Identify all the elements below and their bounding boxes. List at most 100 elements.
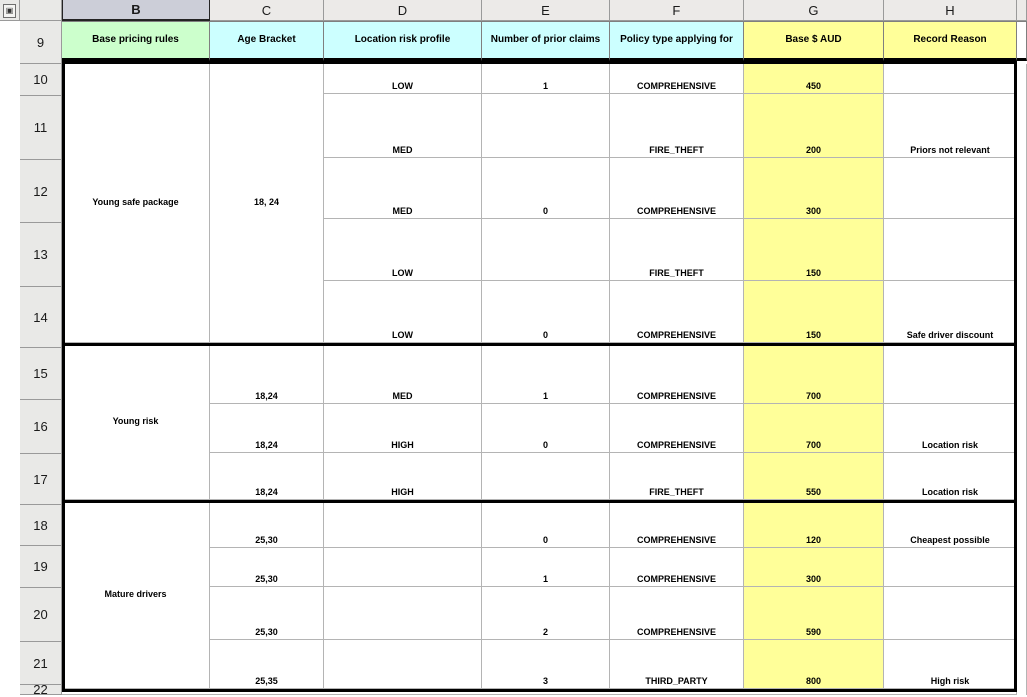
cell-record-reason[interactable]: High risk bbox=[884, 640, 1017, 689]
cell-base-aud[interactable]: 550 bbox=[744, 453, 884, 500]
cell-prior-claims[interactable]: 3 bbox=[482, 640, 610, 689]
row-header-14[interactable]: 14 bbox=[20, 287, 62, 348]
row-header-16[interactable]: 16 bbox=[20, 400, 62, 454]
row-header-21[interactable]: 21 bbox=[20, 642, 62, 685]
cell-age-bracket[interactable]: 25,30 bbox=[210, 548, 324, 587]
cell-location-risk[interactable] bbox=[324, 640, 482, 689]
cell-record-reason[interactable]: Priors not relevant bbox=[884, 94, 1017, 158]
cell-base-aud[interactable]: 590 bbox=[744, 587, 884, 640]
cell-record-reason[interactable]: Location risk bbox=[884, 404, 1017, 453]
table-header-G[interactable]: Base $ AUD bbox=[744, 21, 884, 61]
age-bracket-merged-0[interactable]: 18, 24 bbox=[210, 64, 324, 343]
column-header-B[interactable]: B bbox=[62, 0, 210, 21]
table-header-E[interactable]: Number of prior claims bbox=[482, 21, 610, 61]
cell-base-aud[interactable]: 150 bbox=[744, 219, 884, 281]
cell-base-aud[interactable]: 150 bbox=[744, 281, 884, 343]
table-header-B[interactable]: Base pricing rules bbox=[62, 21, 210, 61]
cell-prior-claims[interactable] bbox=[482, 219, 610, 281]
row-header-17[interactable]: 17 bbox=[20, 454, 62, 505]
table-header-D[interactable]: Location risk profile bbox=[324, 21, 482, 61]
cell-location-risk[interactable]: MED bbox=[324, 94, 482, 158]
cell-record-reason[interactable] bbox=[884, 346, 1017, 404]
cell-record-reason[interactable]: Safe driver discount bbox=[884, 281, 1017, 343]
cell-age-bracket[interactable]: 18,24 bbox=[210, 404, 324, 453]
cell-record-reason[interactable] bbox=[884, 587, 1017, 640]
cell-policy-type[interactable]: THIRD_PARTY bbox=[610, 640, 744, 689]
column-header-E[interactable]: E bbox=[482, 0, 610, 21]
cell-location-risk[interactable]: MED bbox=[324, 346, 482, 404]
column-header-C[interactable]: C bbox=[210, 0, 324, 21]
row-header-9[interactable]: 9 bbox=[20, 21, 62, 64]
row-header-11[interactable]: 11 bbox=[20, 96, 62, 160]
cell-record-reason[interactable]: Cheapest possible bbox=[884, 503, 1017, 548]
cell-prior-claims[interactable]: 0 bbox=[482, 158, 610, 219]
cell-record-reason[interactable]: Location risk bbox=[884, 453, 1017, 500]
cell-policy-type[interactable]: COMPREHENSIVE bbox=[610, 281, 744, 343]
cell-prior-claims[interactable]: 0 bbox=[482, 404, 610, 453]
cell-location-risk[interactable]: HIGH bbox=[324, 453, 482, 500]
cell-policy-type[interactable]: COMPREHENSIVE bbox=[610, 64, 744, 94]
cell-policy-type[interactable]: COMPREHENSIVE bbox=[610, 404, 744, 453]
cell-base-aud[interactable]: 300 bbox=[744, 158, 884, 219]
cell-location-risk[interactable]: LOW bbox=[324, 281, 482, 343]
cell-record-reason[interactable] bbox=[884, 548, 1017, 587]
cell-record-reason[interactable] bbox=[884, 219, 1017, 281]
column-header-G[interactable]: G bbox=[744, 0, 884, 21]
cell-policy-type[interactable]: COMPREHENSIVE bbox=[610, 548, 744, 587]
column-header-F[interactable]: F bbox=[610, 0, 744, 21]
cell-age-bracket[interactable]: 25,35 bbox=[210, 640, 324, 689]
row-header-20[interactable]: 20 bbox=[20, 588, 62, 642]
cell-base-aud[interactable]: 700 bbox=[744, 404, 884, 453]
cell-prior-claims[interactable]: 1 bbox=[482, 346, 610, 404]
cell-prior-claims[interactable]: 2 bbox=[482, 587, 610, 640]
cell-policy-type[interactable]: FIRE_THEFT bbox=[610, 219, 744, 281]
row-header-13[interactable]: 13 bbox=[20, 223, 62, 287]
cell-policy-type[interactable]: COMPREHENSIVE bbox=[610, 158, 744, 219]
table-header-H[interactable]: Record Reason bbox=[884, 21, 1017, 61]
cell-age-bracket[interactable]: 25,30 bbox=[210, 587, 324, 640]
cell-location-risk[interactable]: HIGH bbox=[324, 404, 482, 453]
cell-policy-type[interactable]: FIRE_THEFT bbox=[610, 453, 744, 500]
row-header-10[interactable]: 10 bbox=[20, 64, 62, 96]
cell-location-risk[interactable] bbox=[324, 587, 482, 640]
cell-location-risk[interactable] bbox=[324, 503, 482, 548]
row-header-19[interactable]: 19 bbox=[20, 546, 62, 588]
cell-prior-claims[interactable]: 1 bbox=[482, 548, 610, 587]
cell-prior-claims[interactable]: 0 bbox=[482, 503, 610, 548]
cell-age-bracket[interactable]: 18,24 bbox=[210, 453, 324, 500]
cell-base-aud[interactable]: 300 bbox=[744, 548, 884, 587]
cell-base-aud[interactable]: 700 bbox=[744, 346, 884, 404]
table-header-C[interactable]: Age Bracket bbox=[210, 21, 324, 61]
cell-policy-type[interactable]: COMPREHENSIVE bbox=[610, 587, 744, 640]
select-all-corner[interactable]: ▣ bbox=[0, 0, 20, 21]
column-header-H[interactable]: H bbox=[884, 0, 1017, 21]
cell-base-aud[interactable]: 450 bbox=[744, 64, 884, 94]
row-header-22[interactable]: 22 bbox=[20, 682, 62, 697]
row-header-12[interactable]: 12 bbox=[20, 160, 62, 223]
block-name-0[interactable]: Young safe package bbox=[62, 64, 210, 343]
cell-policy-type[interactable]: FIRE_THEFT bbox=[610, 94, 744, 158]
cell-policy-type[interactable]: COMPREHENSIVE bbox=[610, 503, 744, 548]
cell-prior-claims[interactable]: 1 bbox=[482, 64, 610, 94]
cell-location-risk[interactable] bbox=[324, 548, 482, 587]
cell-age-bracket[interactable]: 18,24 bbox=[210, 346, 324, 404]
cell-policy-type[interactable]: COMPREHENSIVE bbox=[610, 346, 744, 404]
cell-location-risk[interactable]: LOW bbox=[324, 64, 482, 94]
cell-record-reason[interactable] bbox=[884, 158, 1017, 219]
cell-location-risk[interactable]: LOW bbox=[324, 219, 482, 281]
column-header-I[interactable] bbox=[1017, 0, 1027, 21]
cell-age-bracket[interactable]: 25,30 bbox=[210, 503, 324, 548]
cell-prior-claims[interactable] bbox=[482, 94, 610, 158]
block-name-1[interactable]: Young risk bbox=[62, 346, 210, 500]
cell-base-aud[interactable]: 120 bbox=[744, 503, 884, 548]
row-header-15[interactable]: 15 bbox=[20, 348, 62, 400]
table-header-F[interactable]: Policy type applying for bbox=[610, 21, 744, 61]
cell-record-reason[interactable] bbox=[884, 64, 1017, 94]
block-name-2[interactable]: Mature drivers bbox=[62, 503, 210, 689]
cell-prior-claims[interactable]: 0 bbox=[482, 281, 610, 343]
cell-location-risk[interactable]: MED bbox=[324, 158, 482, 219]
row-header-18[interactable]: 18 bbox=[20, 505, 62, 546]
column-header-D[interactable]: D bbox=[324, 0, 482, 21]
cell-prior-claims[interactable] bbox=[482, 453, 610, 500]
